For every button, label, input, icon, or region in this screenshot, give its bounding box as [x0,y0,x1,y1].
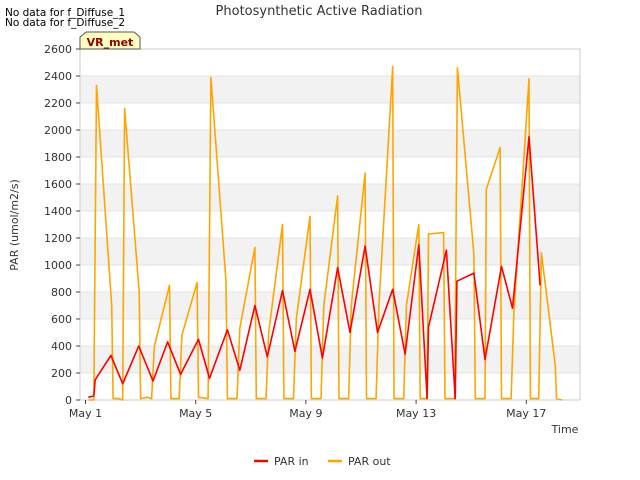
y-tick-label: 2400 [44,70,72,83]
y-tick-label: 1600 [44,178,72,191]
y-tick-label: 1000 [44,259,72,272]
legend: PAR in PAR out [254,455,391,468]
y-tick-label: 2600 [44,43,72,56]
legend-label-par-in: PAR in [274,455,309,468]
vr-met-badge: VR_met [79,31,141,50]
series-line-par-out [88,65,563,401]
y-tick-label: 1400 [44,205,72,218]
no-data-note-1: No data for f_Diffuse_1 [5,7,126,19]
series-line-par-in [88,136,541,400]
plot-band [80,130,580,157]
no-data-note-2: No data for f_Diffuse_2 [5,17,126,29]
x-tick-label: May 9 [289,407,322,420]
x-axis: May 1 May 5 May 9 May 13 May 17 [69,400,546,420]
plot-frame [79,48,581,401]
x-tick-label: May 13 [396,407,436,420]
x-tick-label: May 17 [506,407,546,420]
y-tick-label: 800 [51,286,72,299]
legend-label-par-out: PAR out [348,455,391,468]
y-tick-label: 400 [51,340,72,353]
badge-shape [79,31,141,50]
y-axis: 0 200 400 600 800 1000 1200 1400 1600 1800 2000 220… [44,43,80,407]
plot-band [80,346,580,373]
y-tick-label: 0 [65,394,72,407]
y-tick-label: 2200 [44,97,72,110]
plot-band [80,184,580,211]
plot-band [80,76,580,103]
plot-bands [80,76,580,373]
chart-title: Photosynthetic Active Radiation [216,4,423,19]
y-tick-label: 2000 [44,124,72,137]
y-tick-label: 1200 [44,232,72,245]
y-tick-label: 1800 [44,151,72,164]
y-tick-label: 600 [51,313,72,326]
badge-label: VR_met [87,36,134,49]
plot-series [88,65,563,401]
x-axis-label: Time [551,423,579,436]
x-tick-label: May 1 [69,407,102,420]
y-tick-label: 200 [51,367,72,380]
x-tick-label: May 5 [179,407,212,420]
y-axis-label: PAR (umol/m2/s) [8,179,21,271]
